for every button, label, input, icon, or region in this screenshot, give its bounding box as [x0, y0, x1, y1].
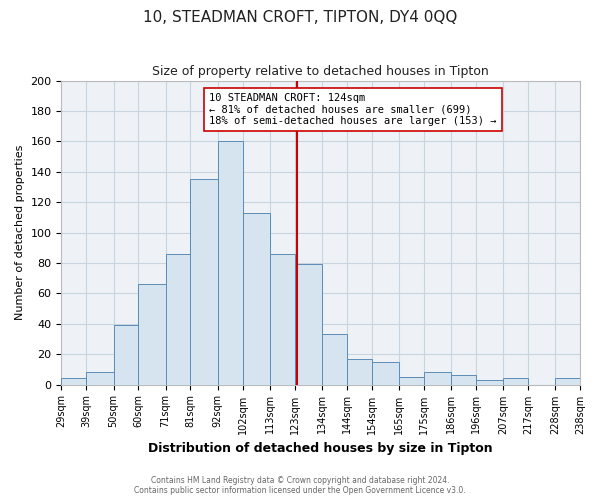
- Text: 10 STEADMAN CROFT: 124sqm
← 81% of detached houses are smaller (699)
18% of semi: 10 STEADMAN CROFT: 124sqm ← 81% of detac…: [209, 92, 497, 126]
- Bar: [139, 284, 166, 384]
- Bar: [476, 380, 503, 384]
- Bar: [270, 254, 295, 384]
- Bar: [166, 254, 190, 384]
- X-axis label: Distribution of detached houses by size in Tipton: Distribution of detached houses by size …: [148, 442, 493, 455]
- Bar: [424, 372, 451, 384]
- Text: Contains HM Land Registry data © Crown copyright and database right 2024.
Contai: Contains HM Land Registry data © Crown c…: [134, 476, 466, 495]
- Y-axis label: Number of detached properties: Number of detached properties: [15, 145, 25, 320]
- Bar: [451, 376, 476, 384]
- Bar: [113, 326, 139, 384]
- Bar: [399, 377, 424, 384]
- Bar: [503, 378, 528, 384]
- Bar: [555, 378, 580, 384]
- Bar: [242, 213, 270, 384]
- Bar: [218, 142, 242, 384]
- Bar: [295, 264, 322, 384]
- Bar: [86, 372, 113, 384]
- Bar: [347, 358, 371, 384]
- Bar: [371, 362, 399, 384]
- Bar: [322, 334, 347, 384]
- Bar: [61, 378, 86, 384]
- Title: Size of property relative to detached houses in Tipton: Size of property relative to detached ho…: [152, 65, 489, 78]
- Text: 10, STEADMAN CROFT, TIPTON, DY4 0QQ: 10, STEADMAN CROFT, TIPTON, DY4 0QQ: [143, 10, 457, 25]
- Bar: [190, 180, 218, 384]
